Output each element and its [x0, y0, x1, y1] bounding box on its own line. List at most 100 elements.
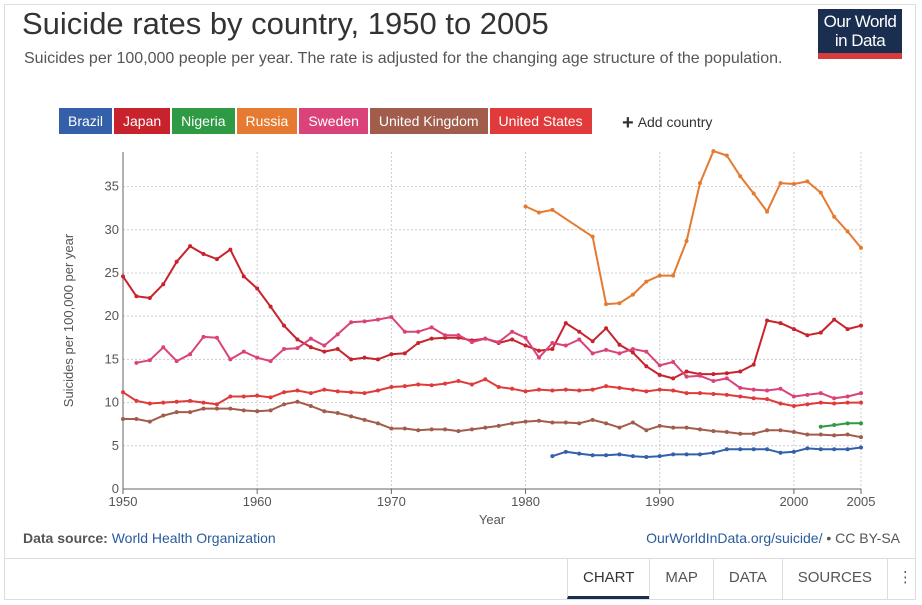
- data-point-japan: [590, 339, 595, 344]
- chip-united-states[interactable]: United States: [489, 108, 592, 134]
- data-point-united-kingdom: [268, 408, 273, 413]
- data-point-united-states: [805, 402, 810, 407]
- data-point-united-kingdom: [402, 426, 407, 431]
- data-point-sweden: [375, 317, 380, 322]
- data-point-united-states: [711, 391, 716, 396]
- chip-sweden[interactable]: Sweden: [299, 108, 368, 134]
- data-point-russia: [738, 174, 743, 179]
- owid-logo[interactable]: Our World in Data: [818, 9, 902, 59]
- data-point-japan: [791, 327, 796, 332]
- data-point-japan: [845, 327, 850, 332]
- data-point-russia: [536, 210, 541, 215]
- data-point-united-kingdom: [630, 420, 635, 425]
- data-point-sweden: [322, 343, 327, 348]
- tab-chart[interactable]: CHART: [567, 559, 650, 599]
- data-point-united-kingdom: [483, 425, 488, 430]
- data-point-sweden: [429, 325, 434, 330]
- data-point-united-states: [617, 385, 622, 390]
- data-point-united-kingdom: [697, 427, 702, 432]
- data-point-russia: [724, 153, 729, 158]
- chart-subtitle: Suicides per 100,000 people per year. Th…: [24, 50, 783, 67]
- data-point-united-states: [134, 398, 139, 403]
- data-point-united-kingdom: [563, 420, 568, 425]
- logo-bar: [818, 53, 902, 59]
- chip-japan[interactable]: Japan: [114, 108, 171, 134]
- data-point-united-states: [322, 387, 327, 392]
- data-point-sweden: [241, 349, 246, 354]
- country-chips: Brazil Japan Nigeria Russia Sweden Unite…: [59, 108, 592, 134]
- data-point-russia: [845, 229, 850, 234]
- chip-united-kingdom[interactable]: United Kingdom: [369, 108, 488, 134]
- tab-map[interactable]: MAP: [649, 559, 713, 599]
- vertical-dots-icon[interactable]: ⋮: [886, 559, 922, 599]
- chip-russia[interactable]: Russia: [236, 108, 298, 134]
- data-point-sweden: [147, 358, 152, 363]
- data-point-united-states: [818, 400, 823, 405]
- data-point-united-kingdom: [255, 409, 260, 414]
- data-point-sweden: [255, 355, 260, 360]
- series-line-united-states: [122, 378, 861, 407]
- data-point-united-states: [416, 382, 421, 387]
- data-point-japan: [577, 329, 582, 334]
- data-point-sweden: [563, 343, 568, 348]
- series-line-brazil: [552, 446, 862, 458]
- license-label: • CC BY-SA: [826, 530, 900, 546]
- x-tick-label: 1960: [243, 494, 272, 509]
- data-point-united-states: [791, 404, 796, 409]
- data-point-brazil: [644, 455, 649, 460]
- chip-nigeria[interactable]: Nigeria: [172, 108, 235, 134]
- data-point-united-states: [765, 397, 770, 402]
- data-point-sweden: [389, 315, 394, 320]
- data-point-japan: [228, 247, 233, 252]
- data-point-united-kingdom: [134, 417, 139, 422]
- data-point-russia: [604, 302, 609, 307]
- add-country-button[interactable]: + Add country: [622, 112, 712, 135]
- chip-brazil[interactable]: Brazil: [59, 108, 113, 134]
- data-point-japan: [429, 336, 434, 341]
- data-point-brazil: [778, 450, 783, 455]
- data-point-united-kingdom: [738, 431, 743, 436]
- data-point-russia: [751, 191, 756, 196]
- data-point-united-states: [644, 389, 649, 394]
- data-point-united-states: [577, 388, 582, 393]
- data-point-united-states: [563, 387, 568, 392]
- data-point-united-kingdom: [469, 427, 474, 432]
- data-point-united-kingdom: [295, 399, 300, 404]
- data-point-united-states: [121, 390, 125, 395]
- data-point-united-kingdom: [308, 404, 313, 409]
- data-point-united-kingdom: [510, 421, 515, 426]
- data-point-united-kingdom: [523, 419, 528, 424]
- data-point-brazil: [577, 451, 582, 456]
- data-point-sweden: [308, 336, 313, 341]
- data-point-japan: [510, 337, 515, 342]
- data-point-united-states: [832, 401, 837, 406]
- data-point-sweden: [443, 333, 448, 338]
- tab-sources[interactable]: SOURCES: [781, 559, 887, 599]
- data-point-united-kingdom: [201, 406, 206, 411]
- x-tick-label: 1950: [109, 494, 138, 509]
- data-point-united-kingdom: [147, 419, 152, 424]
- data-point-united-kingdom: [590, 417, 595, 422]
- data-point-united-states: [268, 395, 273, 400]
- data-point-united-states: [684, 391, 689, 396]
- data-point-united-states: [456, 378, 461, 383]
- data-point-brazil: [765, 447, 770, 452]
- data-point-sweden: [228, 357, 233, 362]
- data-point-sweden: [644, 349, 649, 354]
- data-point-brazil: [791, 449, 796, 454]
- tab-data[interactable]: DATA: [712, 559, 782, 599]
- data-point-sweden: [295, 346, 300, 351]
- data-point-sweden: [765, 388, 770, 393]
- data-point-sweden: [496, 340, 501, 345]
- data-point-united-kingdom: [751, 431, 756, 436]
- series-line-nigeria: [820, 422, 861, 428]
- data-point-sweden: [832, 396, 837, 401]
- x-tick-label: 1980: [511, 494, 540, 509]
- data-source-link[interactable]: World Health Organization: [111, 530, 276, 546]
- data-point-united-kingdom: [845, 432, 850, 437]
- owid-url-link[interactable]: OurWorldInData.org/suicide/: [646, 530, 823, 546]
- y-tick-label: 35: [105, 179, 119, 194]
- x-tick-label: 2000: [779, 494, 808, 509]
- data-point-japan: [121, 274, 125, 279]
